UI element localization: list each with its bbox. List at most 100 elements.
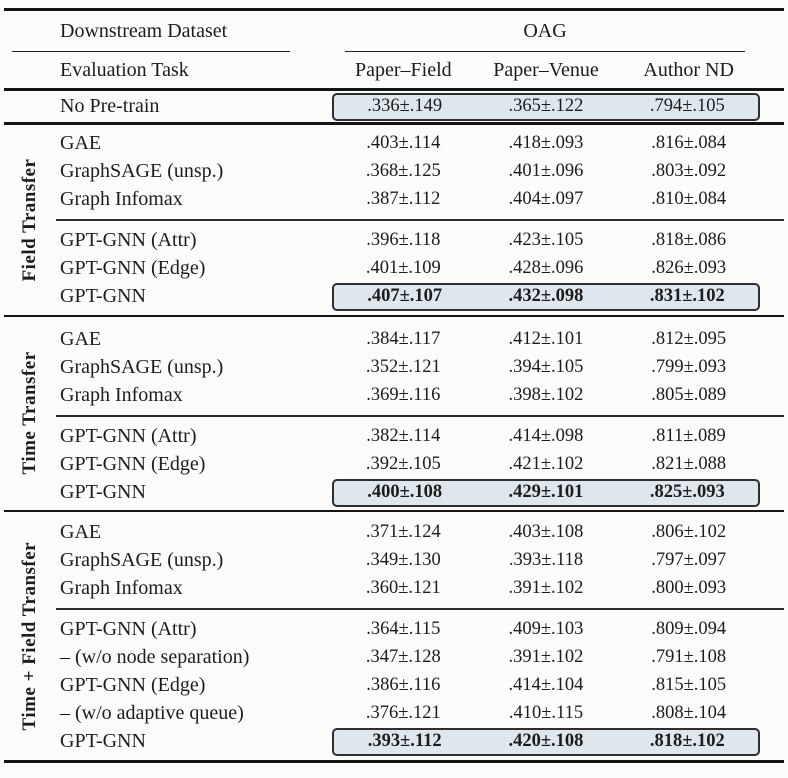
method-label: Graph Infomax	[60, 187, 183, 210]
table-row: GPT-GNN (Edge) .401±.109 .428±.096 .826±…	[56, 255, 784, 283]
method-label: No Pre-train	[60, 95, 160, 117]
row-values: .403±.114 .418±.093 .816±.084	[332, 129, 760, 157]
method-label: Graph Infomax	[60, 383, 183, 406]
row-values: .369±.116 .398±.102 .805±.089	[332, 381, 760, 409]
method-label: – (w/o node separation)	[60, 646, 250, 668]
metric-value: .826±.093	[651, 258, 727, 278]
metric-value: .818±.086	[651, 230, 727, 250]
metric-value: .336±.149	[367, 96, 443, 116]
method-label: GAE	[60, 327, 102, 350]
table-row: GPT-GNN (Attr) .364±.115 .409±.103 .809±…	[56, 616, 784, 644]
method-label: GraphSAGE (unsp.)	[60, 159, 224, 182]
method-label: GPT-GNN (Edge)	[60, 453, 206, 475]
table-row-ablation: – (w/o node separation) .347±.128 .391±.…	[56, 644, 784, 672]
section-separator-rule	[4, 509, 784, 512]
table-row: GPT-GNN (Edge) .386±.116 .414±.104 .815±…	[56, 672, 784, 700]
method-label: GPT-GNN	[60, 285, 146, 307]
metric-value: .401±.109	[365, 258, 441, 278]
section-separator-rule	[4, 314, 784, 317]
section-divider	[56, 415, 784, 417]
metric-value: .347±.128	[365, 647, 441, 667]
metric-value: .423±.105	[508, 230, 584, 250]
table-row: GAE .403±.114 .418±.093 .816±.084	[56, 129, 784, 157]
metric-value: .421±.102	[508, 454, 584, 474]
metric-value: .407±.107	[367, 286, 443, 306]
table-row: Graph Infomax .369±.116 .398±.102 .805±.…	[56, 381, 784, 409]
column-header-paper-field: Paper–Field	[355, 58, 452, 81]
row-values: .360±.121 .391±.102 .800±.093	[332, 574, 760, 602]
row-values: .387±.112 .404±.097 .810±.084	[332, 185, 760, 213]
metric-value: .414±.104	[508, 675, 584, 695]
highlight-box: .336±.149 .365±.122 .794±.105	[332, 92, 760, 121]
header-bottom-rule	[4, 88, 784, 91]
metric-value: .811±.089	[651, 426, 726, 446]
metric-value: .815±.105	[651, 675, 727, 695]
highlight-box: .393±.112 .420±.108 .818±.102	[332, 727, 760, 756]
metric-value: .412±.101	[508, 328, 584, 349]
column-header-paper-venue: Paper–Venue	[493, 58, 599, 81]
header-underline-oag	[345, 50, 745, 52]
section-field-transfer: Field Transfer GAE .403±.114 .418±.093 .…	[4, 125, 784, 315]
row-values: .371±.124 .403±.108 .806±.102	[332, 518, 760, 546]
metric-value: .404±.097	[508, 188, 584, 209]
metric-value: .393±.112	[367, 731, 442, 751]
bottom-rule	[4, 759, 784, 763]
metric-value: .809±.094	[651, 619, 727, 639]
table-row: Graph Infomax .387±.112 .404±.097 .810±.…	[56, 185, 784, 213]
metric-value: .800±.093	[651, 577, 727, 598]
method-label: GPT-GNN (Attr)	[60, 425, 197, 447]
metric-value: .368±.125	[365, 160, 441, 181]
table-row-ablation: – (w/o adaptive queue) .376±.121 .410±.1…	[56, 700, 784, 728]
metric-value: .382±.114	[366, 426, 441, 446]
metric-value: .398±.102	[508, 384, 584, 405]
dataset-group-header: OAG	[523, 20, 567, 42]
method-label: GPT-GNN (Attr)	[60, 229, 197, 251]
table-row-best: GPT-GNN .400±.108 .429±.101 .825±.093	[56, 478, 784, 507]
method-label: GAE	[60, 520, 102, 543]
method-label: GPT-GNN (Attr)	[60, 618, 197, 640]
method-label: GPT-GNN	[60, 730, 146, 752]
metric-value: .391±.102	[508, 647, 584, 667]
row-values: .396±.118 .423±.105 .818±.086	[332, 227, 760, 255]
metric-value: .392±.105	[365, 454, 441, 474]
metric-value: .403±.114	[366, 132, 441, 153]
row-values: .364±.115 .409±.103 .809±.094	[332, 616, 760, 644]
metric-value: .369±.116	[366, 384, 441, 405]
section-time-field-transfer: Time + Field Transfer GAE .371±.124 .403…	[4, 512, 784, 760]
metric-value: .794±.105	[649, 96, 725, 116]
metric-value: .401±.096	[508, 160, 584, 181]
metric-value: .816±.084	[651, 132, 727, 153]
metric-value: .825±.093	[649, 482, 725, 502]
metric-value: .420±.108	[508, 731, 584, 751]
method-label: GraphSAGE (unsp.)	[60, 548, 224, 571]
metric-value: .806±.102	[651, 521, 727, 542]
metric-value: .352±.121	[365, 356, 441, 377]
section-time-transfer: Time Transfer GAE .384±.117 .412±.101 .8…	[4, 317, 784, 510]
method-label: GPT-GNN	[60, 481, 146, 503]
metric-value: .812±.095	[651, 328, 727, 349]
method-label: GPT-GNN (Edge)	[60, 674, 206, 696]
metric-value: .349±.130	[365, 549, 441, 570]
top-rule	[4, 8, 784, 11]
metric-value: .409±.103	[508, 619, 584, 639]
metric-value: .400±.108	[367, 482, 443, 502]
table-row-no-pretrain: No Pre-train .336±.149 .365±.122 .794±.1…	[4, 91, 784, 122]
metric-value: .808±.104	[651, 703, 727, 723]
method-label: GAE	[60, 131, 102, 154]
metric-value: .428±.096	[508, 258, 584, 278]
metric-value: .371±.124	[365, 521, 441, 542]
table-row: GraphSAGE (unsp.) .349±.130 .393±.118 .7…	[56, 546, 784, 574]
metric-value: .387±.112	[366, 188, 441, 209]
row-values: .352±.121 .394±.105 .799±.093	[332, 353, 760, 381]
header-underline-left	[12, 50, 290, 52]
metric-value: .805±.089	[651, 384, 727, 405]
metric-value: .403±.108	[508, 521, 584, 542]
table-row: GPT-GNN (Edge) .392±.105 .421±.102 .821±…	[56, 451, 784, 479]
table-row: GPT-GNN (Attr) .396±.118 .423±.105 .818±…	[56, 227, 784, 255]
table-row-best: GPT-GNN .393±.112 .420±.108 .818±.102	[56, 727, 784, 756]
row-values: .386±.116 .414±.104 .815±.105	[332, 672, 760, 700]
metric-value: .386±.116	[366, 675, 441, 695]
metric-value: .365±.122	[508, 96, 584, 116]
